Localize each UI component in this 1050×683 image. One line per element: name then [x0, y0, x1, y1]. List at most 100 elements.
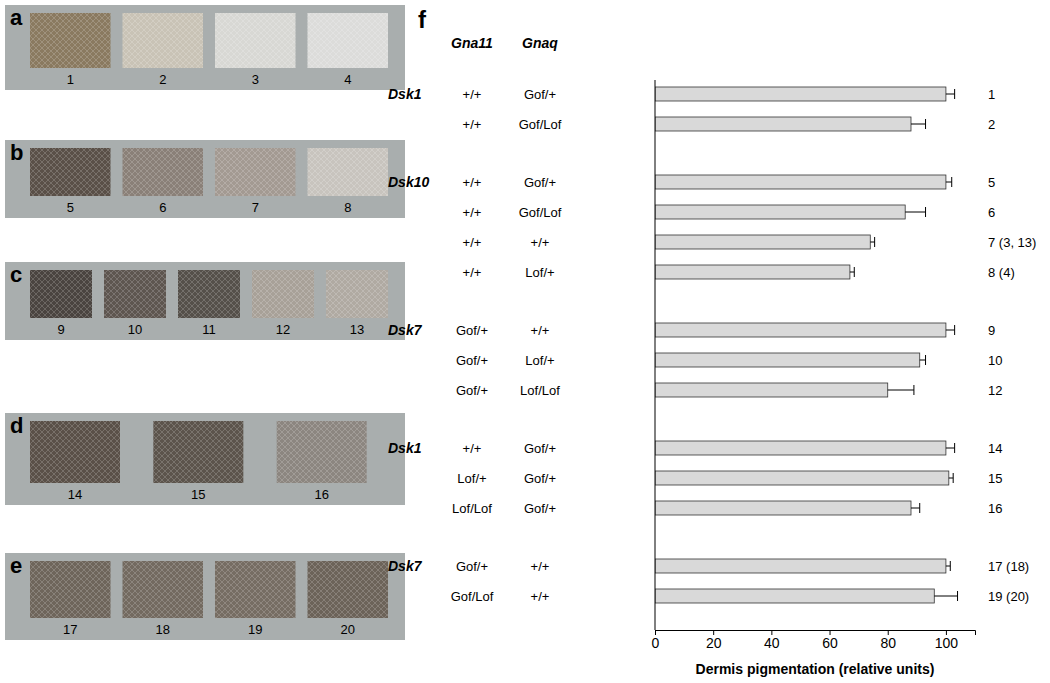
gnaq-genotype: Gof/+ [524, 87, 556, 102]
sample-label: 20 [341, 622, 355, 637]
skin-texture [30, 13, 111, 68]
tick: 100 [935, 630, 959, 651]
error-bar-stem [888, 390, 914, 391]
skin-sample [30, 148, 111, 196]
skin-texture [215, 148, 296, 196]
sample-label: 6 [159, 200, 166, 215]
skin-sample [123, 561, 204, 618]
category-label: 5 [988, 175, 995, 190]
error-bar-cap [925, 119, 926, 129]
sample-label: 9 [57, 322, 64, 337]
bar [655, 559, 946, 573]
skin-texture [215, 561, 296, 618]
tick: 20 [706, 630, 722, 651]
error-bar [946, 177, 952, 187]
gna11-genotype: +/+ [463, 235, 482, 250]
bar [655, 265, 850, 279]
tick-label: 40 [764, 635, 780, 651]
photo-panel: b5678 [5, 140, 405, 218]
gnaq-genotype: Lof/+ [525, 265, 554, 280]
panel-label: c [10, 262, 22, 287]
gna11-genotype: Lof/Lof [452, 501, 492, 516]
error-bar-stem [934, 596, 957, 597]
error-bar [905, 207, 925, 217]
error-bar [888, 385, 914, 395]
skin-sample [30, 421, 120, 483]
panel-label: e [10, 553, 22, 578]
tick: 60 [822, 630, 838, 651]
skin-texture [308, 148, 389, 196]
skin-texture [326, 270, 388, 318]
sample-label: 16 [314, 487, 328, 502]
error-bar-cap [954, 443, 955, 453]
category-label: 7 (3, 13) [988, 235, 1036, 250]
skin-texture [123, 13, 204, 68]
error-bar-cap [874, 237, 875, 247]
skin-texture [308, 13, 389, 68]
skin-sample [308, 148, 389, 196]
skin-sample [123, 13, 204, 68]
strain-label: Dsk7 [388, 558, 423, 574]
error-bar-stem [946, 94, 955, 95]
gna11-genotype: Lof/+ [457, 471, 486, 486]
strain-label: Dsk7 [388, 322, 423, 338]
photo-background [5, 140, 405, 218]
error-bar-cap [954, 325, 955, 335]
error-bar-cap [854, 267, 855, 277]
error-bar [934, 591, 957, 601]
y-axis-line [655, 80, 656, 630]
error-bar-stem [946, 330, 955, 331]
panel-label: b [10, 140, 23, 165]
skin-sample [215, 13, 296, 68]
error-bar-stem [949, 478, 953, 479]
error-bar-stem [905, 212, 925, 213]
error-bar [911, 119, 926, 129]
panel-label: d [10, 413, 23, 438]
skin-sample [30, 13, 111, 68]
gnaq-genotype: Gof/+ [524, 471, 556, 486]
panel-label: a [10, 5, 23, 30]
error-bar [946, 443, 955, 453]
x-axis-line [656, 631, 976, 636]
sample-label: 10 [128, 322, 142, 337]
photo-background [5, 5, 405, 90]
error-bar-cap [925, 207, 926, 217]
photo-panel: e17181920 [5, 553, 405, 640]
gna11-genotype: +/+ [463, 265, 482, 280]
gna11-genotype: +/+ [463, 175, 482, 190]
error-bar-stem [911, 508, 920, 509]
strain-label: Dsk10 [388, 174, 429, 190]
skin-texture [215, 13, 296, 68]
sample-label: 14 [68, 487, 82, 502]
bar [655, 323, 946, 337]
skin-texture [123, 561, 204, 618]
error-bar-stem [911, 124, 926, 125]
category-label: 2 [988, 117, 995, 132]
bar [655, 589, 934, 603]
bar [655, 383, 888, 397]
skin-texture [30, 421, 120, 483]
x-axis-title: Dermis pigmentation (relative units) [696, 661, 935, 677]
error-bar-stem [920, 360, 926, 361]
gnaq-genotype: Gof/Lof [519, 205, 562, 220]
panel-label: f [418, 6, 427, 33]
error-bar-cap [913, 385, 914, 395]
sample-label: 13 [350, 322, 364, 337]
skin-sample [308, 561, 389, 618]
bar [655, 471, 949, 485]
skin-sample [153, 421, 243, 483]
sample-label: 4 [344, 72, 351, 87]
tick: 0 [652, 630, 660, 651]
bar [655, 117, 911, 131]
category-label: 6 [988, 205, 995, 220]
photo-background [5, 553, 405, 640]
sample-label: 18 [156, 622, 170, 637]
category-label: 16 [988, 501, 1002, 516]
gnaq-genotype: Gof/+ [524, 501, 556, 516]
skin-sample [277, 421, 367, 483]
tick: 40 [764, 630, 780, 651]
skin-sample [252, 270, 314, 318]
category-label: 10 [988, 353, 1002, 368]
skin-texture [30, 148, 111, 196]
skin-sample [30, 270, 92, 318]
